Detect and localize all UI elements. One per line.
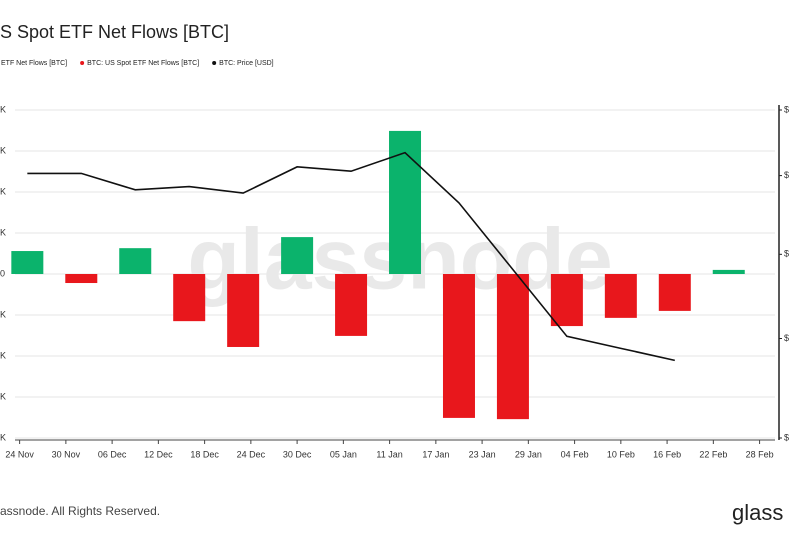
y-tick-label: K (0, 104, 6, 114)
x-tick-label: 05 Jan (330, 449, 357, 459)
x-tick-label: 24 Dec (237, 449, 266, 459)
bar (550, 274, 583, 327)
x-tick-label: 17 Jan (422, 449, 449, 459)
bar (389, 130, 422, 274)
y2-tick-label: $ (784, 432, 789, 442)
x-tick-label: 18 Dec (190, 449, 219, 459)
x-tick-label: 10 Feb (607, 449, 635, 459)
x-tick-label: 16 Feb (653, 449, 681, 459)
footer: assnode. All Rights Reserved. (0, 504, 160, 518)
y-tick-label: K (0, 186, 6, 196)
x-tick-label: 29 Jan (515, 449, 542, 459)
bar (604, 274, 637, 318)
chart-title: S Spot ETF Net Flows [BTC] (0, 22, 229, 42)
legend-label: BTC: US Spot ETF Net Flows [BTC] (87, 60, 199, 67)
bar (658, 274, 691, 311)
x-tick-label: 22 Feb (699, 449, 727, 459)
bar (11, 251, 44, 274)
bar (119, 248, 152, 274)
bar (442, 274, 475, 418)
logo: glass (732, 500, 783, 525)
x-tick-label: 23 Jan (469, 449, 496, 459)
y-tick-label: K (0, 350, 6, 360)
bar (496, 274, 529, 420)
legend-marker (212, 61, 217, 65)
y2-tick-label: $ (784, 170, 789, 180)
x-tick-label: 30 Nov (52, 449, 81, 459)
x-tick-label: 24 Nov (5, 449, 34, 459)
y2-tick-label: $ (784, 104, 789, 114)
bar (65, 274, 98, 284)
x-tick-label: 04 Feb (561, 449, 589, 459)
x-tick-label: 06 Dec (98, 449, 127, 459)
y-tick-label: K (0, 309, 6, 319)
y2-tick-label: $ (784, 249, 789, 259)
legend-label: ETF Net Flows [BTC] (1, 60, 67, 67)
y-tick-label: K (0, 227, 6, 237)
y2-tick-label: $ (784, 333, 789, 343)
x-tick-label: 11 Jan (376, 449, 402, 459)
bar (227, 274, 260, 347)
legend-marker (80, 61, 85, 65)
y-tick-label: K (0, 432, 6, 442)
x-tick-label: 28 Feb (746, 449, 774, 459)
legend-label: BTC: Price [USD] (219, 60, 274, 67)
x-tick-label: 12 Dec (144, 449, 173, 459)
bar (173, 274, 206, 322)
y-tick-label: 0 (0, 268, 5, 278)
bar (335, 274, 368, 336)
y-tick-label: K (0, 391, 6, 401)
y-tick-label: K (0, 145, 6, 155)
bar (712, 269, 745, 274)
price-line (27, 151, 675, 362)
x-tick-label: 30 Dec (283, 449, 312, 459)
bar (281, 237, 314, 274)
